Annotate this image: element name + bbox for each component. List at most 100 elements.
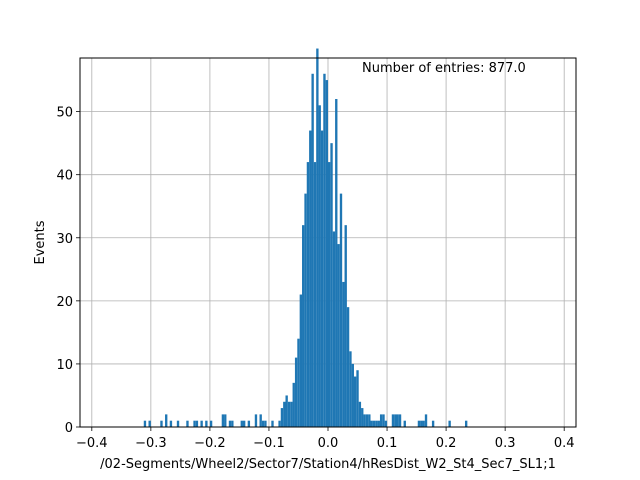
histogram-bar xyxy=(311,73,314,428)
x-tick-label: 0.1 xyxy=(377,436,398,451)
x-tick-label: 0.0 xyxy=(318,436,339,451)
histogram-bar xyxy=(342,281,345,427)
histogram-bar xyxy=(285,395,288,427)
histogram-bar xyxy=(391,414,395,427)
histogram-bar xyxy=(394,414,397,427)
entries-annotation: Number of entries: 877.0 xyxy=(362,61,526,76)
histogram-bar xyxy=(353,376,357,427)
histogram-bar xyxy=(379,414,383,427)
histogram-bar xyxy=(259,414,262,427)
histogram-bar xyxy=(165,414,168,427)
histogram-bar xyxy=(375,420,378,427)
histogram-bar xyxy=(384,420,388,427)
y-tick-label: 40 xyxy=(56,169,73,184)
histogram-bar xyxy=(205,420,208,427)
x-tick-label: 0.2 xyxy=(436,436,457,451)
histogram-bar xyxy=(328,162,331,428)
histogram-bar xyxy=(344,225,347,427)
histogram-bar xyxy=(422,420,425,427)
histogram-bar xyxy=(195,420,199,427)
histogram-bar xyxy=(368,414,371,427)
histogram-bar xyxy=(292,382,295,427)
histogram-bar xyxy=(358,401,362,427)
histogram-bar xyxy=(403,420,406,427)
histogram-bar xyxy=(280,408,284,427)
y-tick-label: 20 xyxy=(56,295,73,310)
histogram-bar xyxy=(224,414,227,427)
histogram-bar xyxy=(370,420,373,427)
histogram-bar xyxy=(365,414,369,427)
y-axis-label: Events xyxy=(33,220,48,264)
histogram-bar xyxy=(372,420,376,427)
histogram-bar xyxy=(356,370,359,427)
x-tick-label: −0.2 xyxy=(194,436,226,451)
histogram-bar xyxy=(448,420,451,427)
y-tick-label: 30 xyxy=(56,232,73,247)
histogram-bar xyxy=(176,420,180,427)
histogram-bar xyxy=(339,193,343,427)
histogram-bar xyxy=(396,414,399,427)
histogram-bar xyxy=(363,414,366,427)
histogram-bar xyxy=(335,99,338,427)
histogram-bars xyxy=(143,48,468,428)
histogram-bar xyxy=(186,420,189,427)
histogram-bar xyxy=(325,80,328,428)
histogram-bar xyxy=(231,420,234,427)
y-tick-label: 0 xyxy=(65,421,73,436)
histogram-bar xyxy=(304,193,307,427)
histogram-bar xyxy=(278,420,281,427)
y-tick-label: 10 xyxy=(56,358,73,373)
x-tick-label: −0.1 xyxy=(253,436,285,451)
histogram-bar xyxy=(148,420,151,427)
histogram-bar xyxy=(464,420,468,427)
histogram-bar xyxy=(313,162,317,428)
histogram-bar xyxy=(294,357,298,427)
y-tick-label: 50 xyxy=(56,106,73,121)
histogram-bar xyxy=(323,73,326,428)
histogram-bar xyxy=(330,143,333,427)
histogram-bar xyxy=(264,420,267,427)
histogram-bar xyxy=(316,48,319,428)
histogram-bar xyxy=(302,225,305,427)
histogram-bar xyxy=(318,105,321,428)
histogram-bar xyxy=(169,420,173,427)
histogram-bar xyxy=(346,307,350,427)
histogram-bar xyxy=(424,414,428,427)
histogram-bar xyxy=(299,294,303,427)
histogram-bar xyxy=(320,130,324,428)
histogram-bar xyxy=(221,414,225,427)
x-tick-label: 0.3 xyxy=(495,436,516,451)
histogram-bar xyxy=(200,420,203,427)
histogram-bar xyxy=(193,420,196,427)
axis-ticks: −0.4 −0.3 −0.2 −0.1 0.0 0.1 0.2 0.3 0.4 0 10 20 30 40… xyxy=(56,106,574,451)
histogram-bar xyxy=(332,231,336,427)
histogram-bar xyxy=(290,401,293,427)
x-tick-label: 0.4 xyxy=(554,436,575,451)
histogram-bar xyxy=(160,420,163,427)
histogram-bar xyxy=(242,420,246,427)
histogram-bar xyxy=(209,420,213,427)
histogram-bar xyxy=(247,420,251,427)
histogram-bar xyxy=(417,420,421,427)
histogram-bar xyxy=(287,401,291,427)
histogram-bar xyxy=(420,420,423,427)
histogram-bar xyxy=(361,408,364,427)
histogram-bar xyxy=(309,130,312,428)
histogram-bar xyxy=(337,244,340,427)
histogram-bar xyxy=(283,401,286,427)
histogram-bar xyxy=(382,414,385,427)
histogram-bar xyxy=(261,420,265,427)
x-axis-label: /02-Segments/Wheel2/Sector7/Station4/hRe… xyxy=(100,457,556,472)
x-tick-label: −0.4 xyxy=(76,436,108,451)
histogram-bar xyxy=(349,351,352,427)
histogram-bar xyxy=(306,162,310,428)
histogram-bar xyxy=(377,420,380,427)
histogram-bar xyxy=(143,420,147,427)
histogram-bar xyxy=(431,420,435,427)
histogram-bar xyxy=(240,420,243,427)
histogram-bar xyxy=(271,420,274,427)
x-tick-label: −0.3 xyxy=(135,436,167,451)
histogram-bar xyxy=(254,414,258,427)
histogram-bar xyxy=(228,420,232,427)
